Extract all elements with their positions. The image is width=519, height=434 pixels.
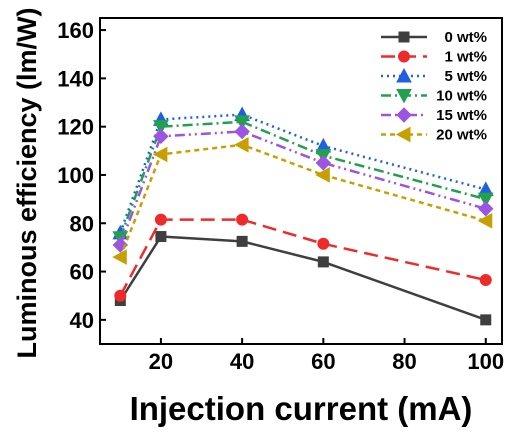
ticks: 20 40 60 80 100 40 60 80 100 120 140 160 xyxy=(57,18,504,374)
legend-marker xyxy=(398,50,410,63)
legend-label: 5 wt% xyxy=(444,68,487,85)
series-4 xyxy=(112,123,494,253)
series-line xyxy=(119,218,487,297)
data-point xyxy=(234,123,250,140)
y-tick-label: 160 xyxy=(57,18,94,43)
data-point xyxy=(315,167,330,183)
legend-entry: 10 wt% xyxy=(381,88,487,105)
legend-label: 15 wt% xyxy=(436,107,487,124)
series-line xyxy=(119,120,487,239)
legend: 0 wt% 1 wt% 5 wt% 10 wt% 15 wt% 20 wt% xyxy=(381,29,487,144)
data-point xyxy=(477,192,494,208)
legend-entry: 1 wt% xyxy=(381,49,487,66)
x-tick-label: 60 xyxy=(311,349,335,374)
series-0 xyxy=(114,231,492,326)
y-tick-label: 140 xyxy=(57,66,94,91)
legend-marker xyxy=(398,31,410,43)
data-point xyxy=(154,213,167,226)
x-tick-label: 100 xyxy=(467,349,504,374)
y-tick-label: 60 xyxy=(70,260,94,285)
x-tick-label: 40 xyxy=(230,349,254,374)
legend-entry: 0 wt% xyxy=(381,29,487,46)
legend-label: 20 wt% xyxy=(436,127,487,144)
data-point xyxy=(317,237,330,250)
y-tick-label: 120 xyxy=(57,115,94,140)
series-line xyxy=(119,235,487,322)
y-tick-label: 40 xyxy=(70,308,94,333)
y-tick-label: 100 xyxy=(57,163,94,188)
data-point xyxy=(478,201,494,217)
data-point xyxy=(153,120,169,135)
data-point xyxy=(153,128,169,145)
data-point xyxy=(315,155,332,171)
data-point xyxy=(152,146,168,163)
series-layer xyxy=(112,106,494,326)
data-point xyxy=(234,136,249,153)
legend-marker xyxy=(395,126,411,143)
series-5 xyxy=(112,136,493,265)
legend-label: 0 wt% xyxy=(444,29,487,46)
data-point xyxy=(155,231,167,243)
x-tick-label: 80 xyxy=(392,349,416,374)
data-point xyxy=(477,213,493,229)
legend-entry: 20 wt% xyxy=(381,127,487,144)
data-point xyxy=(236,213,249,226)
data-point xyxy=(234,115,250,130)
y-tick-label: 80 xyxy=(70,211,94,236)
series-line xyxy=(119,113,487,234)
data-point xyxy=(112,249,127,265)
data-point xyxy=(317,256,329,268)
legend-marker xyxy=(396,107,412,123)
series-1 xyxy=(114,213,492,302)
series-3 xyxy=(112,115,494,246)
data-point xyxy=(479,274,492,287)
legend-marker xyxy=(396,89,412,104)
legend-label: 1 wt% xyxy=(444,49,487,66)
y-axis-title: Luminous efficiency (lm/W) xyxy=(12,7,42,358)
series-line xyxy=(119,143,487,258)
x-axis-title: Injection current (mA) xyxy=(130,390,473,427)
legend-label: 10 wt% xyxy=(436,88,487,105)
legend-entry: 15 wt% xyxy=(381,107,487,124)
plot-frame xyxy=(99,17,503,345)
legend-entry: 5 wt% xyxy=(381,67,487,85)
data-point xyxy=(480,314,492,326)
legend-marker xyxy=(396,67,412,83)
data-point xyxy=(114,289,127,302)
x-tick-label: 20 xyxy=(149,349,173,374)
data-point xyxy=(236,235,248,247)
